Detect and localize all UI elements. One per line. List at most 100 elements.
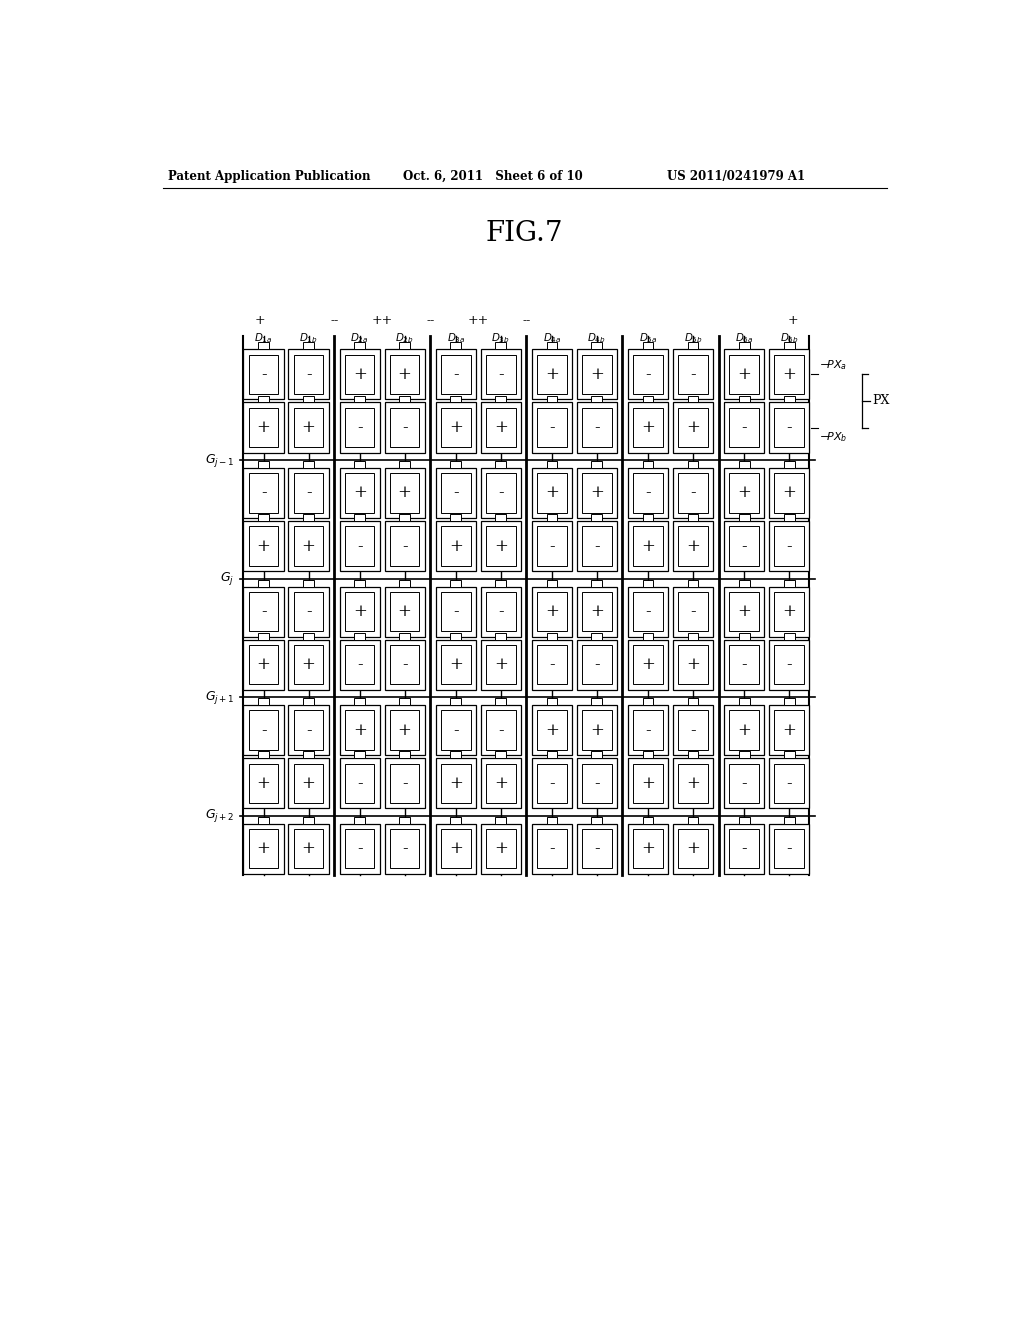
Bar	[385, 350, 425, 400]
Bar	[340, 350, 380, 400]
Text: +: +	[737, 603, 751, 620]
Bar	[480, 521, 521, 572]
Text: +: +	[449, 841, 463, 857]
Bar	[385, 758, 425, 808]
Bar	[441, 710, 471, 750]
Bar	[354, 513, 366, 521]
Bar	[289, 467, 329, 517]
Bar	[577, 403, 617, 453]
Bar	[678, 710, 708, 750]
Text: -: -	[401, 418, 408, 436]
Bar	[399, 461, 410, 469]
Bar	[628, 640, 669, 689]
Bar	[249, 591, 279, 631]
Bar	[244, 350, 284, 400]
Text: +: +	[641, 841, 655, 857]
Bar	[486, 710, 515, 750]
Text: $D_{6b}$: $D_{6b}$	[779, 331, 799, 345]
Bar	[643, 579, 653, 586]
Text: -: -	[357, 775, 362, 792]
Bar	[340, 403, 380, 453]
Text: -: -	[453, 484, 459, 502]
Bar	[345, 355, 375, 393]
Text: -: -	[645, 603, 651, 620]
Bar	[643, 751, 653, 758]
Text: -: -	[498, 722, 504, 739]
Text: $D_{4a}$: $D_{4a}$	[543, 331, 561, 345]
Bar	[724, 521, 764, 572]
Bar	[258, 579, 269, 586]
Text: -: -	[690, 484, 695, 502]
Bar	[769, 705, 809, 755]
Text: $D_{4b}$: $D_{4b}$	[588, 331, 606, 345]
Bar	[774, 474, 804, 512]
Bar	[577, 586, 617, 636]
Bar	[643, 461, 653, 469]
Bar	[577, 467, 617, 517]
Bar	[486, 591, 515, 631]
Bar	[633, 710, 663, 750]
Bar	[687, 461, 698, 469]
Bar	[451, 698, 461, 705]
Text: +: +	[353, 366, 367, 383]
Text: +: +	[545, 722, 559, 739]
Bar	[244, 824, 284, 874]
Text: +: +	[686, 841, 700, 857]
Bar	[289, 403, 329, 453]
Bar	[633, 591, 663, 631]
Text: $D_{5a}$: $D_{5a}$	[639, 331, 657, 345]
Text: +: +	[494, 656, 508, 673]
Bar	[783, 461, 795, 469]
Bar	[774, 710, 804, 750]
Bar	[289, 350, 329, 400]
Bar	[724, 403, 764, 453]
Bar	[249, 355, 279, 393]
Bar	[480, 403, 521, 453]
Text: +: +	[782, 722, 796, 739]
Text: +: +	[782, 603, 796, 620]
Text: -: -	[690, 722, 695, 739]
Bar	[643, 342, 653, 350]
Bar	[244, 758, 284, 808]
Bar	[729, 355, 759, 393]
Text: $G_{j+1}$: $G_{j+1}$	[205, 689, 234, 706]
Text: --: --	[330, 314, 338, 327]
Text: +: +	[494, 537, 508, 554]
Bar	[345, 763, 375, 803]
Bar	[774, 355, 804, 393]
Bar	[678, 763, 708, 803]
Bar	[531, 350, 572, 400]
Bar	[249, 474, 279, 512]
Bar	[729, 591, 759, 631]
Bar	[531, 403, 572, 453]
Bar	[385, 586, 425, 636]
Text: +: +	[787, 314, 799, 327]
Bar	[258, 698, 269, 705]
Bar	[577, 521, 617, 572]
Bar	[340, 521, 380, 572]
Bar	[249, 763, 279, 803]
Text: -: -	[549, 775, 555, 792]
Bar	[538, 829, 566, 869]
Bar	[390, 527, 420, 566]
Bar	[592, 751, 602, 758]
Bar	[303, 342, 314, 350]
Bar	[729, 763, 759, 803]
Text: -: -	[357, 656, 362, 673]
Bar	[678, 355, 708, 393]
Bar	[435, 350, 476, 400]
Bar	[249, 829, 279, 869]
Bar	[441, 763, 471, 803]
Text: +: +	[257, 656, 270, 673]
Bar	[687, 396, 698, 403]
Text: +: +	[257, 775, 270, 792]
Text: +: +	[353, 722, 367, 739]
Bar	[258, 632, 269, 640]
Bar	[531, 521, 572, 572]
Bar	[729, 829, 759, 869]
Text: -: -	[549, 656, 555, 673]
Bar	[340, 758, 380, 808]
Text: --: --	[426, 314, 434, 327]
Bar	[687, 632, 698, 640]
Bar	[724, 705, 764, 755]
